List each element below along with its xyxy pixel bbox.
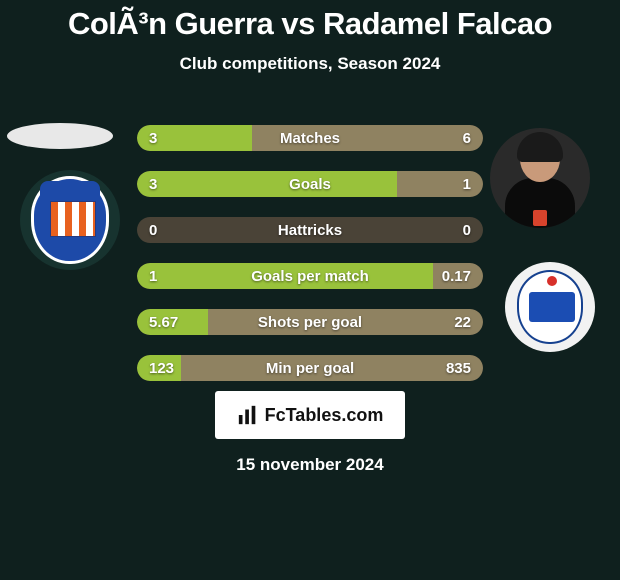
stat-right-value: 0 bbox=[463, 222, 471, 239]
stat-left-value: 123 bbox=[149, 360, 174, 377]
stat-row: 3 1 Goals bbox=[137, 171, 483, 197]
stat-row: 0 0 Hattricks bbox=[137, 217, 483, 243]
stats-comparison: 3 6 Matches 3 1 Goals 0 0 Hattricks 1 0.17 Goals pe… bbox=[137, 125, 483, 401]
stat-left-value: 5.67 bbox=[149, 314, 178, 331]
left-player-avatar bbox=[7, 123, 113, 149]
page-title: ColÃ³n Guerra vs Radamel Falcao bbox=[0, 6, 620, 42]
right-club-crest bbox=[505, 262, 595, 352]
stat-label: Hattricks bbox=[278, 222, 342, 239]
footer: FcTables.com 15 november 2024 bbox=[0, 391, 620, 475]
stat-row: 5.67 22 Shots per goal bbox=[137, 309, 483, 335]
stat-right-value: 835 bbox=[446, 360, 471, 377]
right-player-avatar bbox=[490, 128, 590, 228]
left-club-crest bbox=[20, 170, 120, 270]
bar-chart-icon bbox=[237, 404, 259, 426]
stat-left-value: 3 bbox=[149, 130, 157, 147]
brand-badge: FcTables.com bbox=[215, 391, 405, 439]
stat-left-value: 3 bbox=[149, 176, 157, 193]
brand-text: FcTables.com bbox=[265, 405, 384, 426]
stat-row: 3 6 Matches bbox=[137, 125, 483, 151]
stat-row: 123 835 Min per goal bbox=[137, 355, 483, 381]
stat-label: Goals per match bbox=[251, 268, 369, 285]
stat-row: 1 0.17 Goals per match bbox=[137, 263, 483, 289]
shield-icon bbox=[517, 270, 583, 344]
stat-left-value: 1 bbox=[149, 268, 157, 285]
header: ColÃ³n Guerra vs Radamel Falcao Club com… bbox=[0, 0, 620, 74]
stat-right-value: 1 bbox=[463, 176, 471, 193]
stat-label: Goals bbox=[289, 176, 331, 193]
stat-left-fill bbox=[137, 171, 397, 197]
stat-left-value: 0 bbox=[149, 222, 157, 239]
footer-date: 15 november 2024 bbox=[0, 455, 620, 475]
stat-right-value: 6 bbox=[463, 130, 471, 147]
stat-label: Min per goal bbox=[266, 360, 354, 377]
stat-label: Shots per goal bbox=[258, 314, 362, 331]
stat-label: Matches bbox=[280, 130, 340, 147]
stat-right-value: 22 bbox=[454, 314, 471, 331]
page-subtitle: Club competitions, Season 2024 bbox=[0, 54, 620, 74]
player-silhouette-icon bbox=[505, 132, 575, 228]
shield-icon bbox=[31, 176, 109, 264]
stat-right-value: 0.17 bbox=[442, 268, 471, 285]
